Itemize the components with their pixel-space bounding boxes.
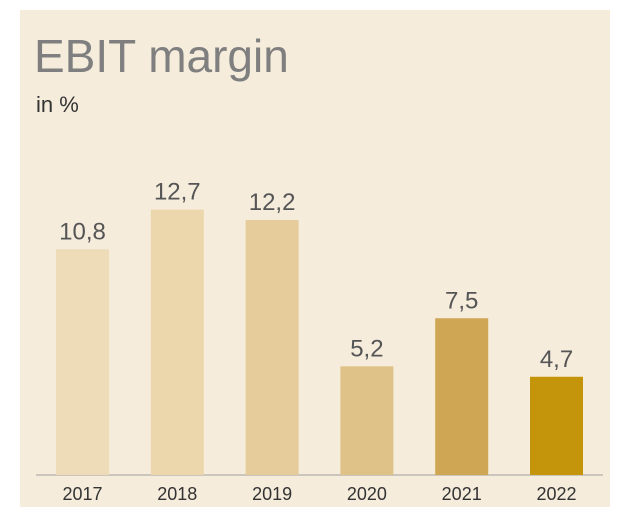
- x-tick-label: 2019: [252, 484, 292, 504]
- bar: [530, 376, 583, 475]
- x-tick-label: 2017: [62, 484, 102, 504]
- bar: [340, 366, 394, 475]
- data-label: 5,2: [350, 335, 383, 362]
- data-label: 12,7: [154, 179, 201, 206]
- chart-title: EBIT margin: [34, 30, 289, 82]
- data-label: 12,2: [249, 189, 296, 216]
- x-tick-label: 2018: [157, 484, 197, 504]
- bar: [56, 249, 109, 475]
- data-label: 7,5: [445, 287, 478, 314]
- bar: [245, 220, 299, 475]
- x-tick-label: 2022: [536, 484, 576, 504]
- bar: [435, 318, 489, 475]
- panel: [20, 10, 610, 507]
- chart-subtitle: in %: [36, 92, 79, 117]
- data-label: 10,8: [59, 218, 106, 245]
- bar: [150, 209, 204, 475]
- x-tick-label: 2020: [347, 484, 387, 504]
- data-label: 4,7: [540, 346, 573, 373]
- x-tick-label: 2021: [442, 484, 482, 504]
